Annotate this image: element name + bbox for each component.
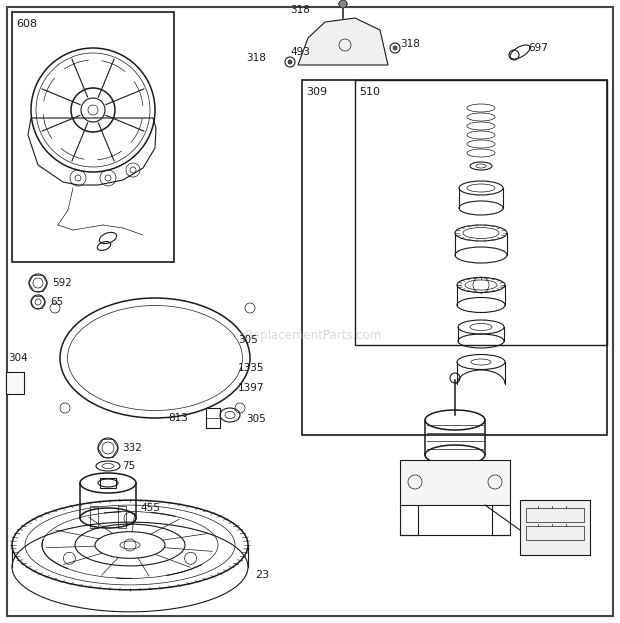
Text: 305: 305	[238, 335, 258, 345]
Text: 697: 697	[528, 43, 548, 53]
Bar	[302, 80, 607, 435]
Text: 318: 318	[246, 53, 266, 63]
Bar	[91, 506, 99, 528]
Text: 309: 309	[306, 87, 327, 97]
Bar	[520, 500, 590, 555]
Bar	[118, 506, 126, 528]
Bar	[12, 12, 174, 262]
Text: 608: 608	[16, 19, 37, 29]
Text: eReplacementParts.com: eReplacementParts.com	[238, 328, 382, 341]
Text: 510: 510	[359, 87, 380, 97]
Polygon shape	[8, 283, 283, 425]
Text: 493: 493	[290, 47, 310, 57]
Text: 75: 75	[122, 461, 135, 471]
Text: 1397: 1397	[238, 383, 265, 393]
Text: 1335: 1335	[238, 363, 265, 373]
Text: 23: 23	[255, 570, 269, 580]
Bar	[526, 508, 584, 522]
Text: 318: 318	[400, 39, 420, 49]
Text: 304: 304	[8, 353, 28, 363]
Text: 455: 455	[140, 503, 160, 513]
Polygon shape	[298, 18, 388, 65]
Bar	[526, 526, 584, 540]
Circle shape	[288, 60, 292, 64]
Bar	[206, 408, 220, 428]
Text: 592: 592	[52, 278, 72, 288]
Circle shape	[393, 46, 397, 50]
Text: 332: 332	[122, 443, 142, 453]
Bar	[6, 372, 24, 394]
Circle shape	[339, 0, 347, 8]
Text: 305: 305	[246, 414, 266, 424]
Ellipse shape	[60, 298, 250, 418]
Text: 318: 318	[290, 5, 310, 15]
Text: 813: 813	[168, 413, 188, 423]
Bar	[355, 80, 607, 345]
Text: 65: 65	[50, 297, 63, 307]
Bar	[400, 460, 510, 505]
Bar	[100, 478, 116, 488]
